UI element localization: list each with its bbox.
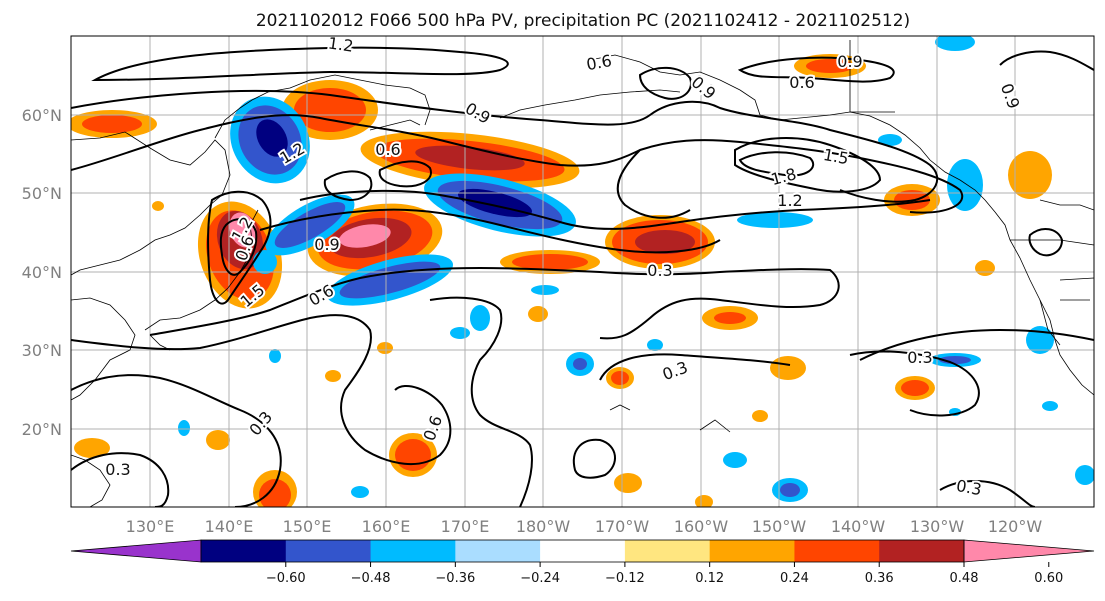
colorbar-segment [879, 540, 965, 562]
precip-shading [71, 36, 1094, 507]
lon-tick-label: 150°W [752, 517, 807, 536]
map-title: 2021102012 F066 500 hPa PV, precipitatio… [256, 11, 910, 31]
colorbar-tick-label: 0.12 [695, 571, 724, 586]
lat-tick-label: 40°N [22, 263, 62, 282]
contour-label: 0.3 [907, 348, 932, 367]
colorbar-tick-label: 0.24 [780, 571, 809, 586]
lon-tick-label: 170°E [441, 517, 490, 536]
coastlines [71, 40, 1094, 507]
map-panel: 1.2 0.6 0.9 1.2 0.6 0.9 1.8 1.5 1.2 0.9 … [70, 31, 1095, 508]
lon-tick-label: 150°E [283, 517, 332, 536]
contour-label: 0.6 [789, 73, 814, 92]
lat-tick-label: 20°N [22, 420, 62, 439]
colorbar-tick-label: −0.60 [266, 571, 306, 586]
colorbar-tick-label: 0.36 [865, 571, 894, 586]
lat-tick-label: 60°N [22, 106, 62, 125]
contour-label: 0.9 [314, 235, 339, 254]
lat-tick-label: 50°N [22, 184, 62, 203]
colorbar-segment [794, 540, 880, 562]
pv-contours [71, 46, 1094, 507]
colorbar-tick-label: −0.12 [605, 571, 645, 586]
colorbar-extend-high [963, 539, 1095, 563]
colorbar-tick-label: 0.48 [950, 571, 979, 586]
lon-tick-labels: 130°E 140°E 150°E 160°E 170°E 180°W 170°… [126, 517, 1043, 536]
colorbar-segment [709, 540, 795, 562]
colorbar-tick-label: −0.24 [520, 571, 560, 586]
lon-tick-label: 160°E [362, 517, 411, 536]
colorbar-segment [455, 540, 541, 562]
lon-tick-label: 140°E [205, 517, 254, 536]
colorbar-segment [540, 540, 626, 562]
contour-label: 0.9 [837, 52, 862, 71]
lat-tick-label: 30°N [22, 341, 62, 360]
colorbar-segment [285, 540, 372, 562]
lon-tick-label: 180°W [516, 517, 571, 536]
contour-label: 0.3 [105, 460, 130, 479]
colorbar-segment [201, 540, 287, 562]
colorbar-extend-low [70, 539, 202, 563]
contour-label: 1.2 [777, 191, 802, 210]
colorbar-tick-label: −0.36 [435, 571, 475, 586]
colorbar-segment [624, 540, 711, 562]
colorbar: −0.60 −0.48 −0.36 −0.24 −0.12 0.12 0.24 0.36 0.4… [70, 539, 1095, 586]
contour-label: 1.2 [327, 33, 355, 55]
colorbar-tick-label: −0.48 [351, 571, 391, 586]
colorbar-segment [370, 540, 456, 562]
lon-tick-label: 130°W [910, 517, 965, 536]
lon-tick-label: 170°W [595, 517, 650, 536]
map-frame [70, 35, 1095, 508]
colorbar-frame [200, 539, 965, 563]
contour-label: 0.3 [647, 261, 672, 280]
lon-tick-label: 160°W [674, 517, 729, 536]
lat-tick-labels: 60°N 50°N 40°N 30°N 20°N [22, 106, 62, 439]
lon-tick-label: 120°W [988, 517, 1043, 536]
contour-label: 0.6 [375, 140, 400, 159]
colorbar-tick-label: 0.60 [1034, 571, 1063, 586]
lon-tick-label: 140°W [831, 517, 886, 536]
lon-tick-label: 130°E [126, 517, 175, 536]
